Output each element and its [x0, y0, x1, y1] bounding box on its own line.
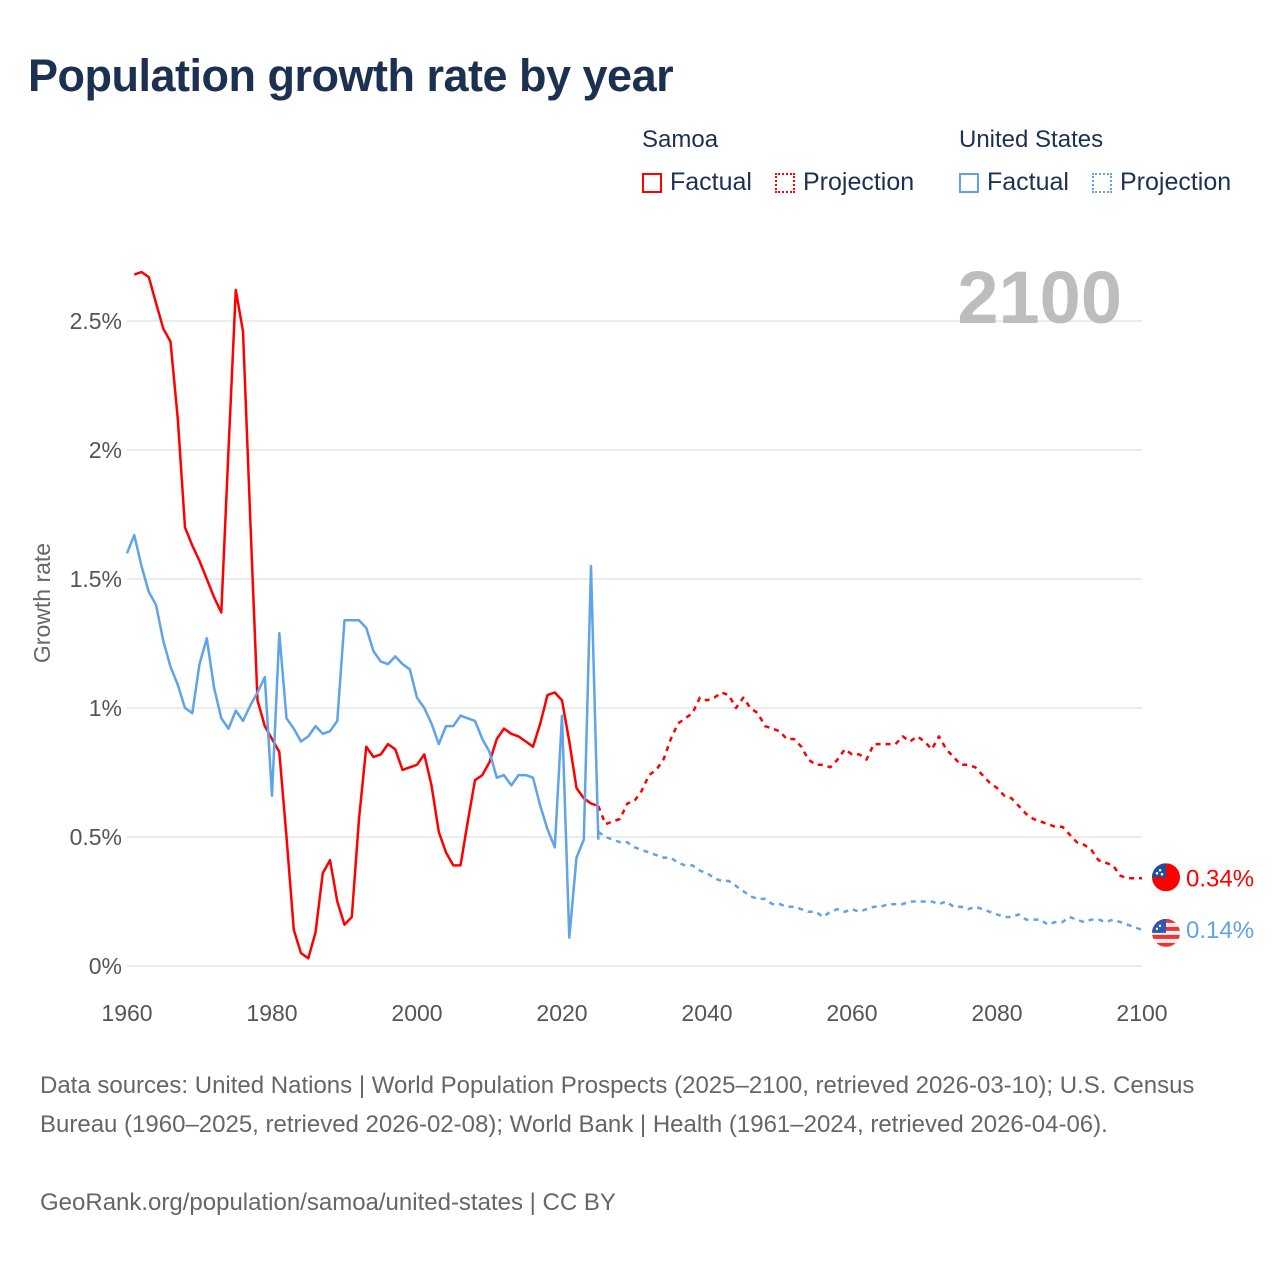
series-line-samoa-factual [133, 270, 599, 960]
y-tick-label: 0% [89, 953, 122, 979]
legend-label: Factual [987, 168, 1069, 196]
us-flag-icon [1152, 918, 1180, 947]
x-tick-label: 2040 [681, 1000, 732, 1026]
legend-group-us: United States [959, 126, 1104, 153]
samoa-flag-icon [1152, 863, 1180, 892]
legend-label: Factual [670, 168, 752, 196]
series-line-samoa-projection [597, 691, 1142, 880]
y-tick-label: 0.5% [70, 824, 122, 850]
x-tick-label: 2060 [826, 1000, 877, 1026]
data-sources: Data sources: United Nations | World Pop… [40, 1072, 1195, 1138]
x-tick-label: 2100 [1116, 1000, 1167, 1026]
y-axis-title: Growth rate [29, 543, 55, 663]
y-tick-label: 2.5% [70, 308, 122, 334]
end-value-label: 0.14% [1186, 917, 1254, 944]
series-line-united-states-factual [125, 533, 600, 939]
x-tick-label: 2080 [971, 1000, 1022, 1026]
legend-us-projection[interactable]: Projection [1092, 168, 1231, 197]
series-line-united-states-projection [597, 830, 1143, 932]
legend-swatch-solid [959, 172, 979, 193]
legend-samoa-projection[interactable]: Projection [775, 168, 914, 197]
legend-swatch-solid [642, 172, 662, 193]
chart-title: Population growth rate by year [28, 50, 674, 101]
x-tick-label: 1960 [101, 1000, 152, 1026]
legend-swatch-dotted [775, 172, 795, 193]
x-tick-label: 2020 [536, 1000, 587, 1026]
y-tick-label: 2% [89, 437, 122, 463]
x-tick-label: 1980 [246, 1000, 297, 1026]
current-year-label: 2100 [957, 256, 1122, 339]
legend-label: Projection [803, 168, 915, 196]
legend-label: Projection [1120, 168, 1232, 196]
credit-link[interactable]: GeoRank.org/population/samoa/united-stat… [40, 1189, 616, 1216]
end-value-label: 0.34% [1186, 865, 1254, 892]
legend-swatch-dotted [1092, 172, 1112, 193]
y-tick-label: 1.5% [70, 566, 122, 592]
legend-us-factual[interactable]: Factual [959, 168, 1069, 197]
x-tick-label: 2000 [391, 1000, 442, 1026]
y-tick-label: 1% [89, 695, 122, 721]
legend-group-samoa: Samoa [642, 126, 719, 153]
legend-samoa-factual[interactable]: Factual [642, 168, 752, 197]
